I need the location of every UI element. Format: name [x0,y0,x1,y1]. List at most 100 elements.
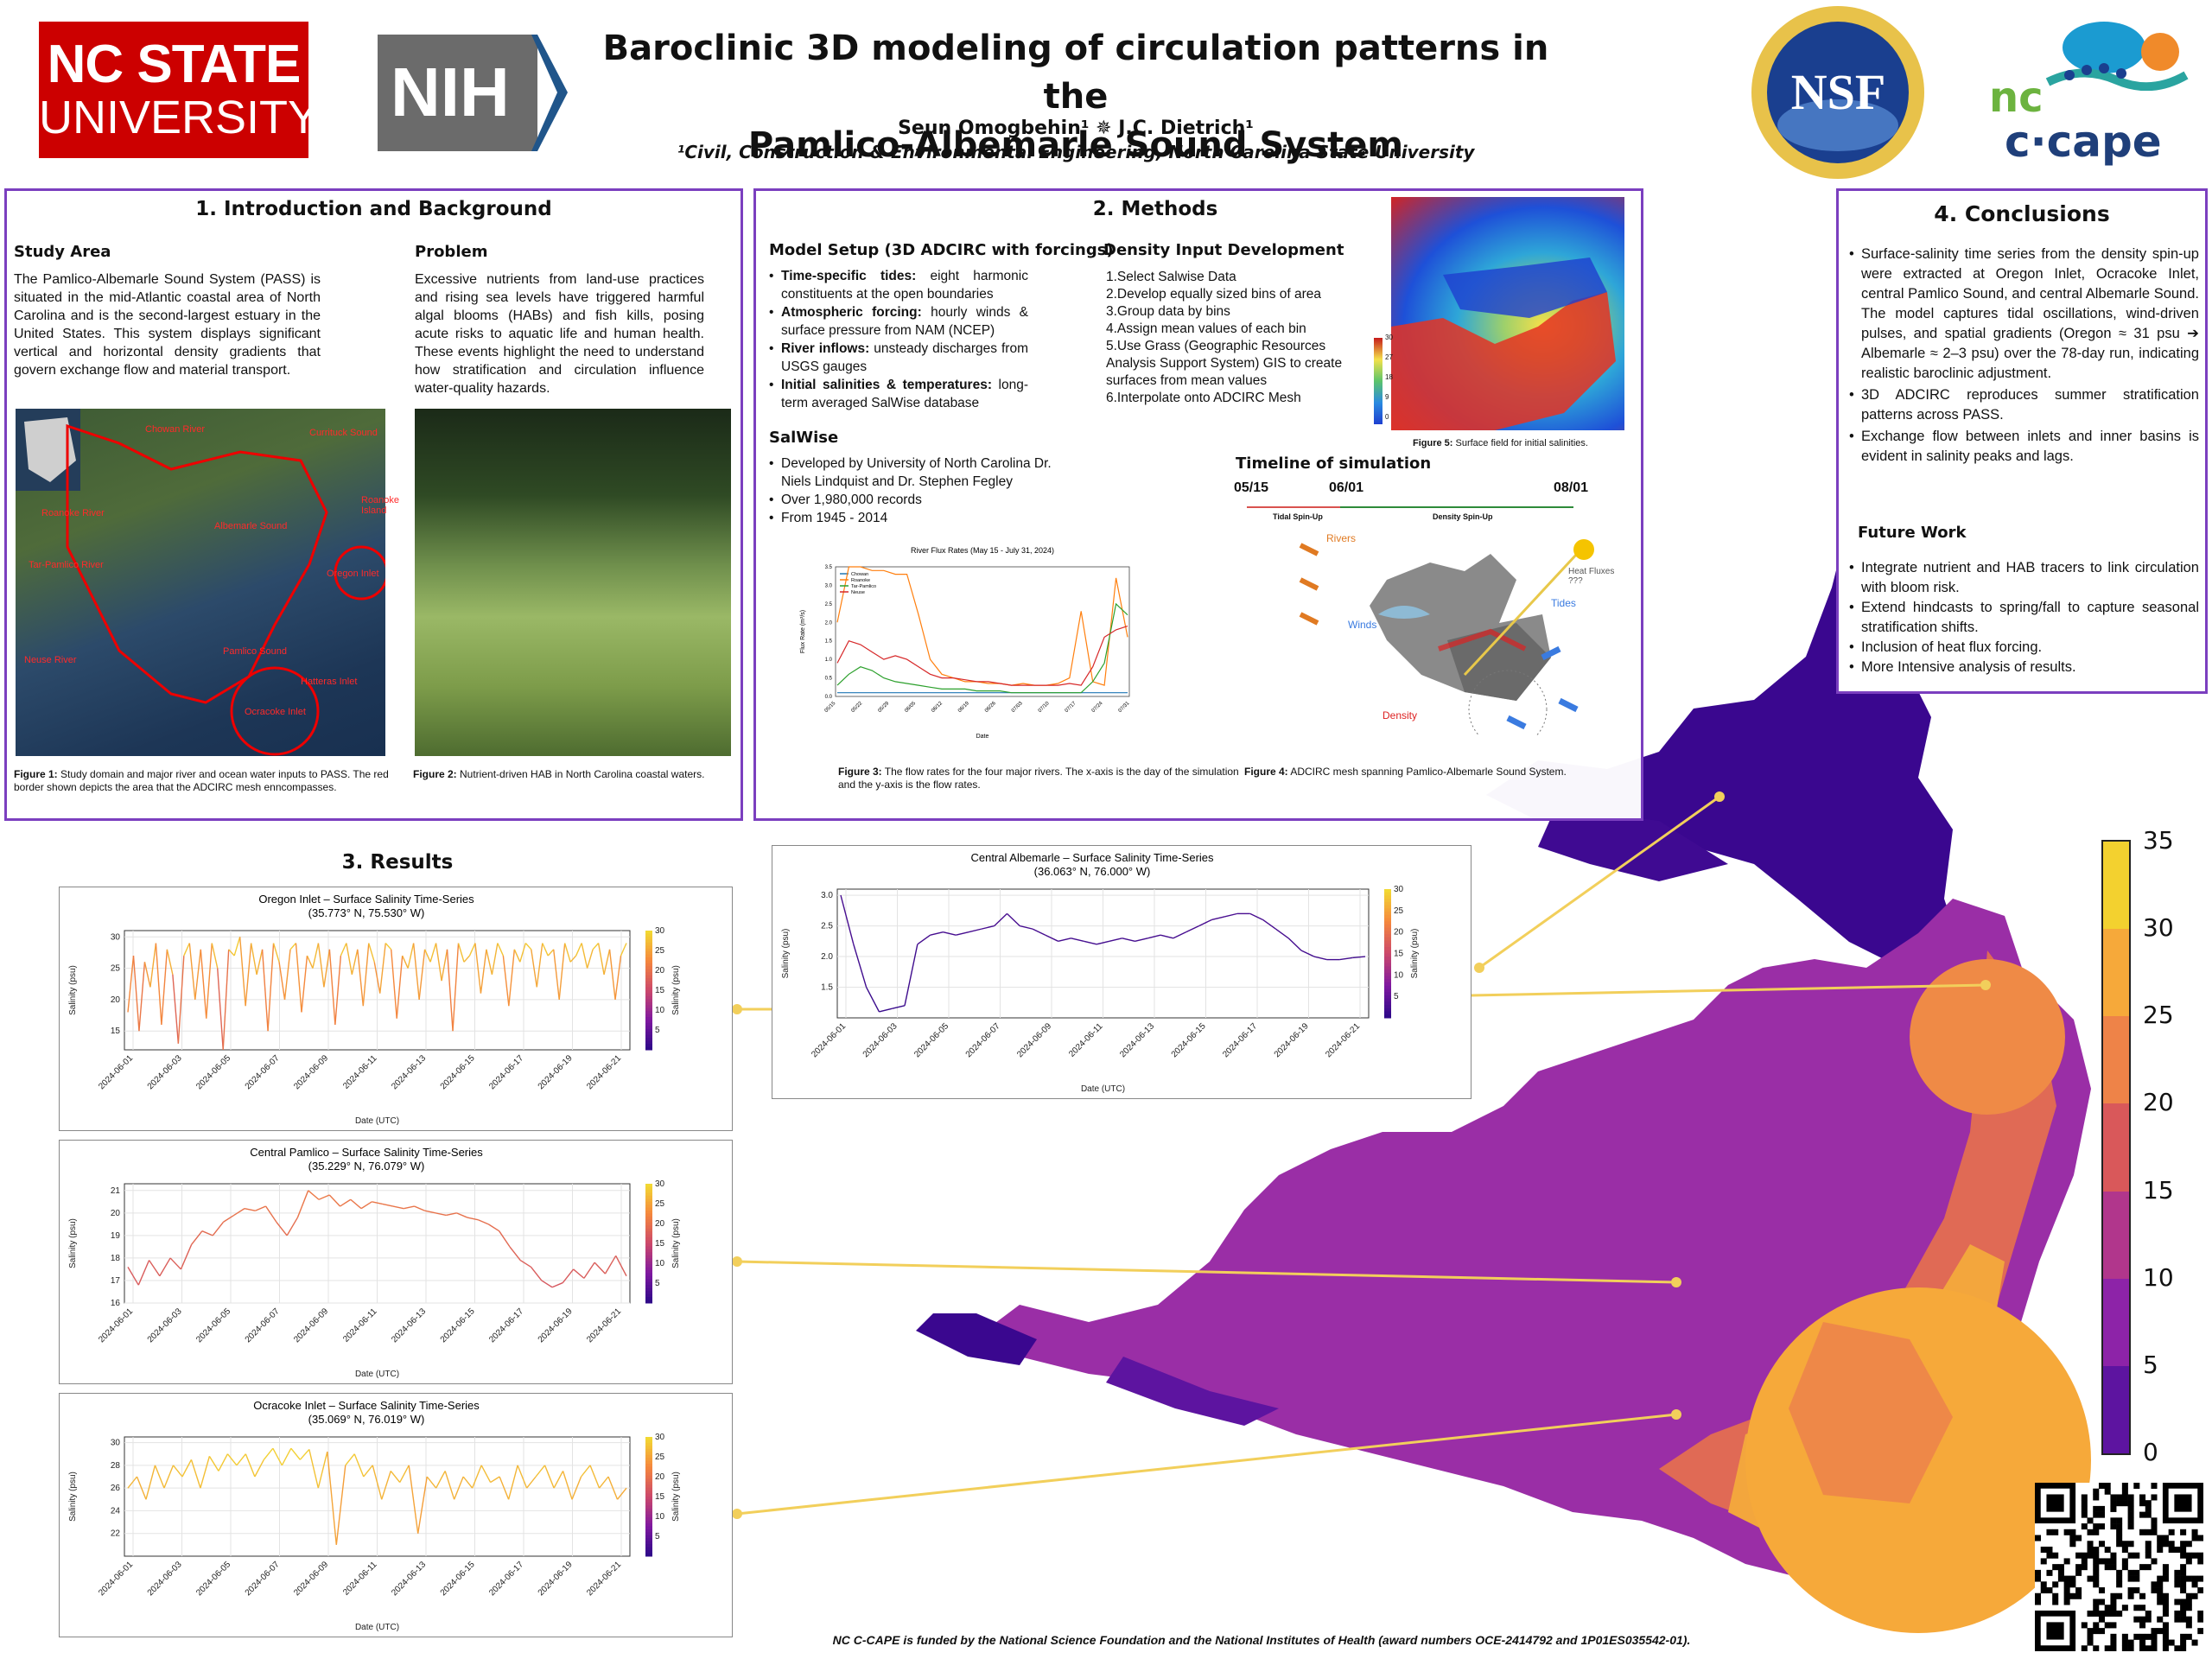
colorbar-cell [645,1484,652,1489]
series-segment [407,943,415,969]
series-segment [418,949,426,1000]
series-segment [191,1230,203,1245]
qr-module [2035,1535,2042,1541]
qr-module [2174,1575,2181,1582]
series-segment [166,949,174,975]
qr-module [2139,1616,2146,1623]
qr-module [2139,1639,2146,1646]
series-segment [517,1465,528,1489]
series-segment [1109,938,1122,942]
qr-module [2139,1633,2146,1640]
x-tick-label: 2024-06-19 [537,1053,575,1091]
colorbar-cell [645,972,652,976]
series-segment [340,1198,352,1207]
colorbar-tick-label: 20 [655,1472,665,1482]
x-tick-label: 2024-06-17 [1221,1021,1259,1059]
colorbar-cell [645,1460,652,1465]
x-tick-label: 2024-06-19 [537,1306,575,1344]
setup-item: Initial salinities & temperatures: long-… [769,376,1028,412]
y-tick-label: 28 [111,1461,121,1471]
y-tick-label: 1.5 [821,983,833,993]
series-segment [172,1465,183,1478]
colorbar-tick-label: 30 [655,1179,665,1189]
qr-module [2191,1552,2198,1559]
density-step: 6.Interpolate onto ADCIRC Mesh [1106,391,1301,405]
qr-module [2104,1488,2111,1495]
fig5-overlay [1391,257,1616,430]
colorbar-tick-label: 10 [655,1006,665,1015]
series-segment [372,1465,383,1500]
series-segment [1045,934,1058,942]
conclusions-heading: 4. Conclusions [1934,201,2110,226]
setup-item-bold: River inflows: [781,341,870,356]
series-segment [614,955,622,1000]
fig4-mesh-graphic [1299,539,1594,749]
colorbar-cell [645,1499,652,1503]
fig2-label: Figure 2: [413,768,457,780]
qr-module [2180,1645,2187,1652]
qr-module [2093,1523,2100,1530]
x-tick-label: 2024-06-05 [194,1306,232,1344]
qr-module [2127,1511,2134,1518]
y-tick-label: 2.0 [821,952,833,962]
qr-module [2093,1529,2100,1535]
fig2-caption: Figure 2: Nutrient-driven HAB in North C… [413,768,741,781]
qr-module [2180,1605,2187,1611]
flux-chart-frame [835,566,1130,697]
series-segment [404,1205,415,1210]
qr-module [2110,1564,2117,1571]
salinity-colorbar: 35 30 25 20 15 10 5 0 [2101,826,2205,1466]
qr-module [2151,1645,2158,1652]
colorbar-cell [1384,901,1391,906]
fig5-colorbar [1374,338,1382,424]
series-segment [238,937,246,1007]
authors: Seun Omogbehin¹ ✵ J.C. Dietrich¹ [898,118,1254,139]
mesh-label-density: Density [1382,709,1418,721]
series-segment [357,949,364,1007]
y-tick-label: 25 [111,964,121,974]
qr-module [2081,1645,2088,1652]
flux-x-tick: 07/10 [1038,701,1051,714]
colorbar-cell [645,1452,652,1456]
colorbar-tick-label: 20 [655,1219,665,1229]
qr-code[interactable] [2035,1483,2204,1652]
qr-module [2121,1564,2128,1571]
setup-item-text: eight harmonic constituents at the open … [781,269,1028,302]
series-segment [583,1262,595,1279]
qr-module [2046,1529,2053,1535]
salwise-item: From 1945 - 2014 [769,509,1080,527]
series-segment [255,1205,266,1211]
qr-module [2180,1546,2187,1553]
colorbar-label: Salinity (psu) [671,965,681,1015]
series-segment [608,949,616,1000]
plot-central-albemarle: Central Albemarle – Surface Salinity Tim… [772,845,1471,1099]
plot-title: Central Pamlico – Surface Salinity Time-… [250,1146,483,1159]
series-segment [620,943,627,957]
series-segment [429,943,437,963]
qr-module [2174,1645,2181,1652]
series-segment [491,943,499,975]
colorbar-tick-label: 5 [655,1026,660,1035]
x-tick-label: 2024-06-05 [912,1021,950,1059]
colorbar-cell [645,1535,652,1539]
series-segment [575,943,582,957]
qr-module [2185,1616,2192,1623]
series-segment [360,1201,372,1210]
qr-module [2127,1569,2134,1576]
qr-module [2098,1610,2105,1617]
qr-module [2116,1529,2123,1535]
colorbar-tick-label: 5 [655,1279,660,1288]
series-segment [553,949,560,1000]
flux-x-tick: 07/17 [1065,701,1077,714]
colorbar-cell [645,1464,652,1467]
series-segment [474,943,482,994]
series-segment [233,1208,245,1217]
qr-module [2052,1581,2059,1588]
qr-module [2139,1529,2146,1535]
plot-colorbar [645,931,652,1051]
qr-module [2127,1500,2134,1507]
colorbar-cell [645,1469,652,1473]
series-segment [385,943,392,950]
series-segment [250,943,257,975]
qr-module [2110,1552,2117,1559]
